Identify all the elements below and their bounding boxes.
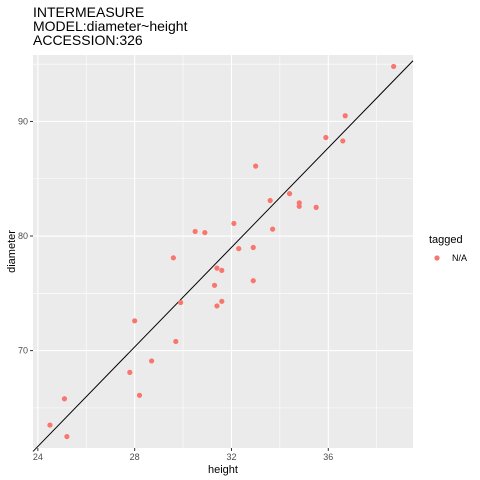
- data-point: [64, 433, 70, 440]
- data-point: [136, 392, 143, 398]
- data-point: [148, 358, 155, 364]
- data-points: [47, 63, 397, 440]
- data-point: [211, 282, 218, 288]
- data-point: [250, 244, 256, 251]
- data-point: [214, 303, 220, 309]
- minor-grid: [33, 55, 413, 448]
- chart-title-line-1: INTERMEASURE: [33, 4, 144, 20]
- data-point: [47, 422, 53, 428]
- plot-panel: [33, 55, 413, 448]
- data-point: [267, 197, 273, 204]
- data-point: [178, 299, 184, 306]
- data-point: [170, 255, 176, 261]
- data-point: [173, 338, 179, 345]
- data-point: [313, 204, 319, 210]
- x-tick-label: 28: [130, 452, 140, 462]
- data-point: [250, 278, 256, 284]
- y-tick-label: 80: [18, 231, 28, 241]
- data-point: [61, 396, 68, 402]
- x-tick-label: 32: [226, 452, 236, 462]
- data-point: [391, 63, 397, 70]
- data-point: [340, 138, 346, 144]
- x-tick-label: 24: [33, 452, 43, 462]
- y-axis-ticks: 70 80 90: [18, 116, 33, 356]
- data-point: [296, 203, 302, 209]
- chart-title-line-3: ACCESSION:326: [33, 32, 143, 48]
- chart-title-line-2: MODEL:diameter~height: [33, 18, 188, 34]
- legend: tagged N/A: [429, 234, 467, 263]
- data-point: [253, 163, 259, 169]
- data-point: [270, 226, 276, 232]
- y-tick-label: 70: [18, 346, 28, 356]
- y-tick-label: 90: [18, 116, 28, 126]
- data-point: [202, 229, 208, 236]
- reference-line-layer: [32, 60, 414, 452]
- x-tick-label: 36: [323, 452, 333, 462]
- data-point: [192, 228, 198, 235]
- data-point: [236, 246, 242, 252]
- chart-title: INTERMEASURE MODEL:diameter~height ACCES…: [33, 4, 188, 48]
- y-axis-title: diameter: [6, 230, 18, 273]
- legend-label-na: N/A: [452, 253, 467, 263]
- x-axis-ticks: 24 28 32 36: [33, 448, 333, 462]
- reference-line: [32, 60, 414, 452]
- data-point: [231, 220, 237, 227]
- data-point: [323, 134, 329, 141]
- data-point: [286, 191, 293, 197]
- data-point: [219, 298, 225, 304]
- major-grid: [33, 55, 413, 448]
- data-point: [214, 265, 220, 271]
- x-axis-title: height: [208, 464, 238, 476]
- data-point: [342, 113, 348, 119]
- data-point: [132, 318, 138, 324]
- data-point: [127, 369, 133, 375]
- data-point: [219, 267, 225, 274]
- legend-key-na: [434, 255, 440, 261]
- legend-title: tagged: [429, 234, 463, 246]
